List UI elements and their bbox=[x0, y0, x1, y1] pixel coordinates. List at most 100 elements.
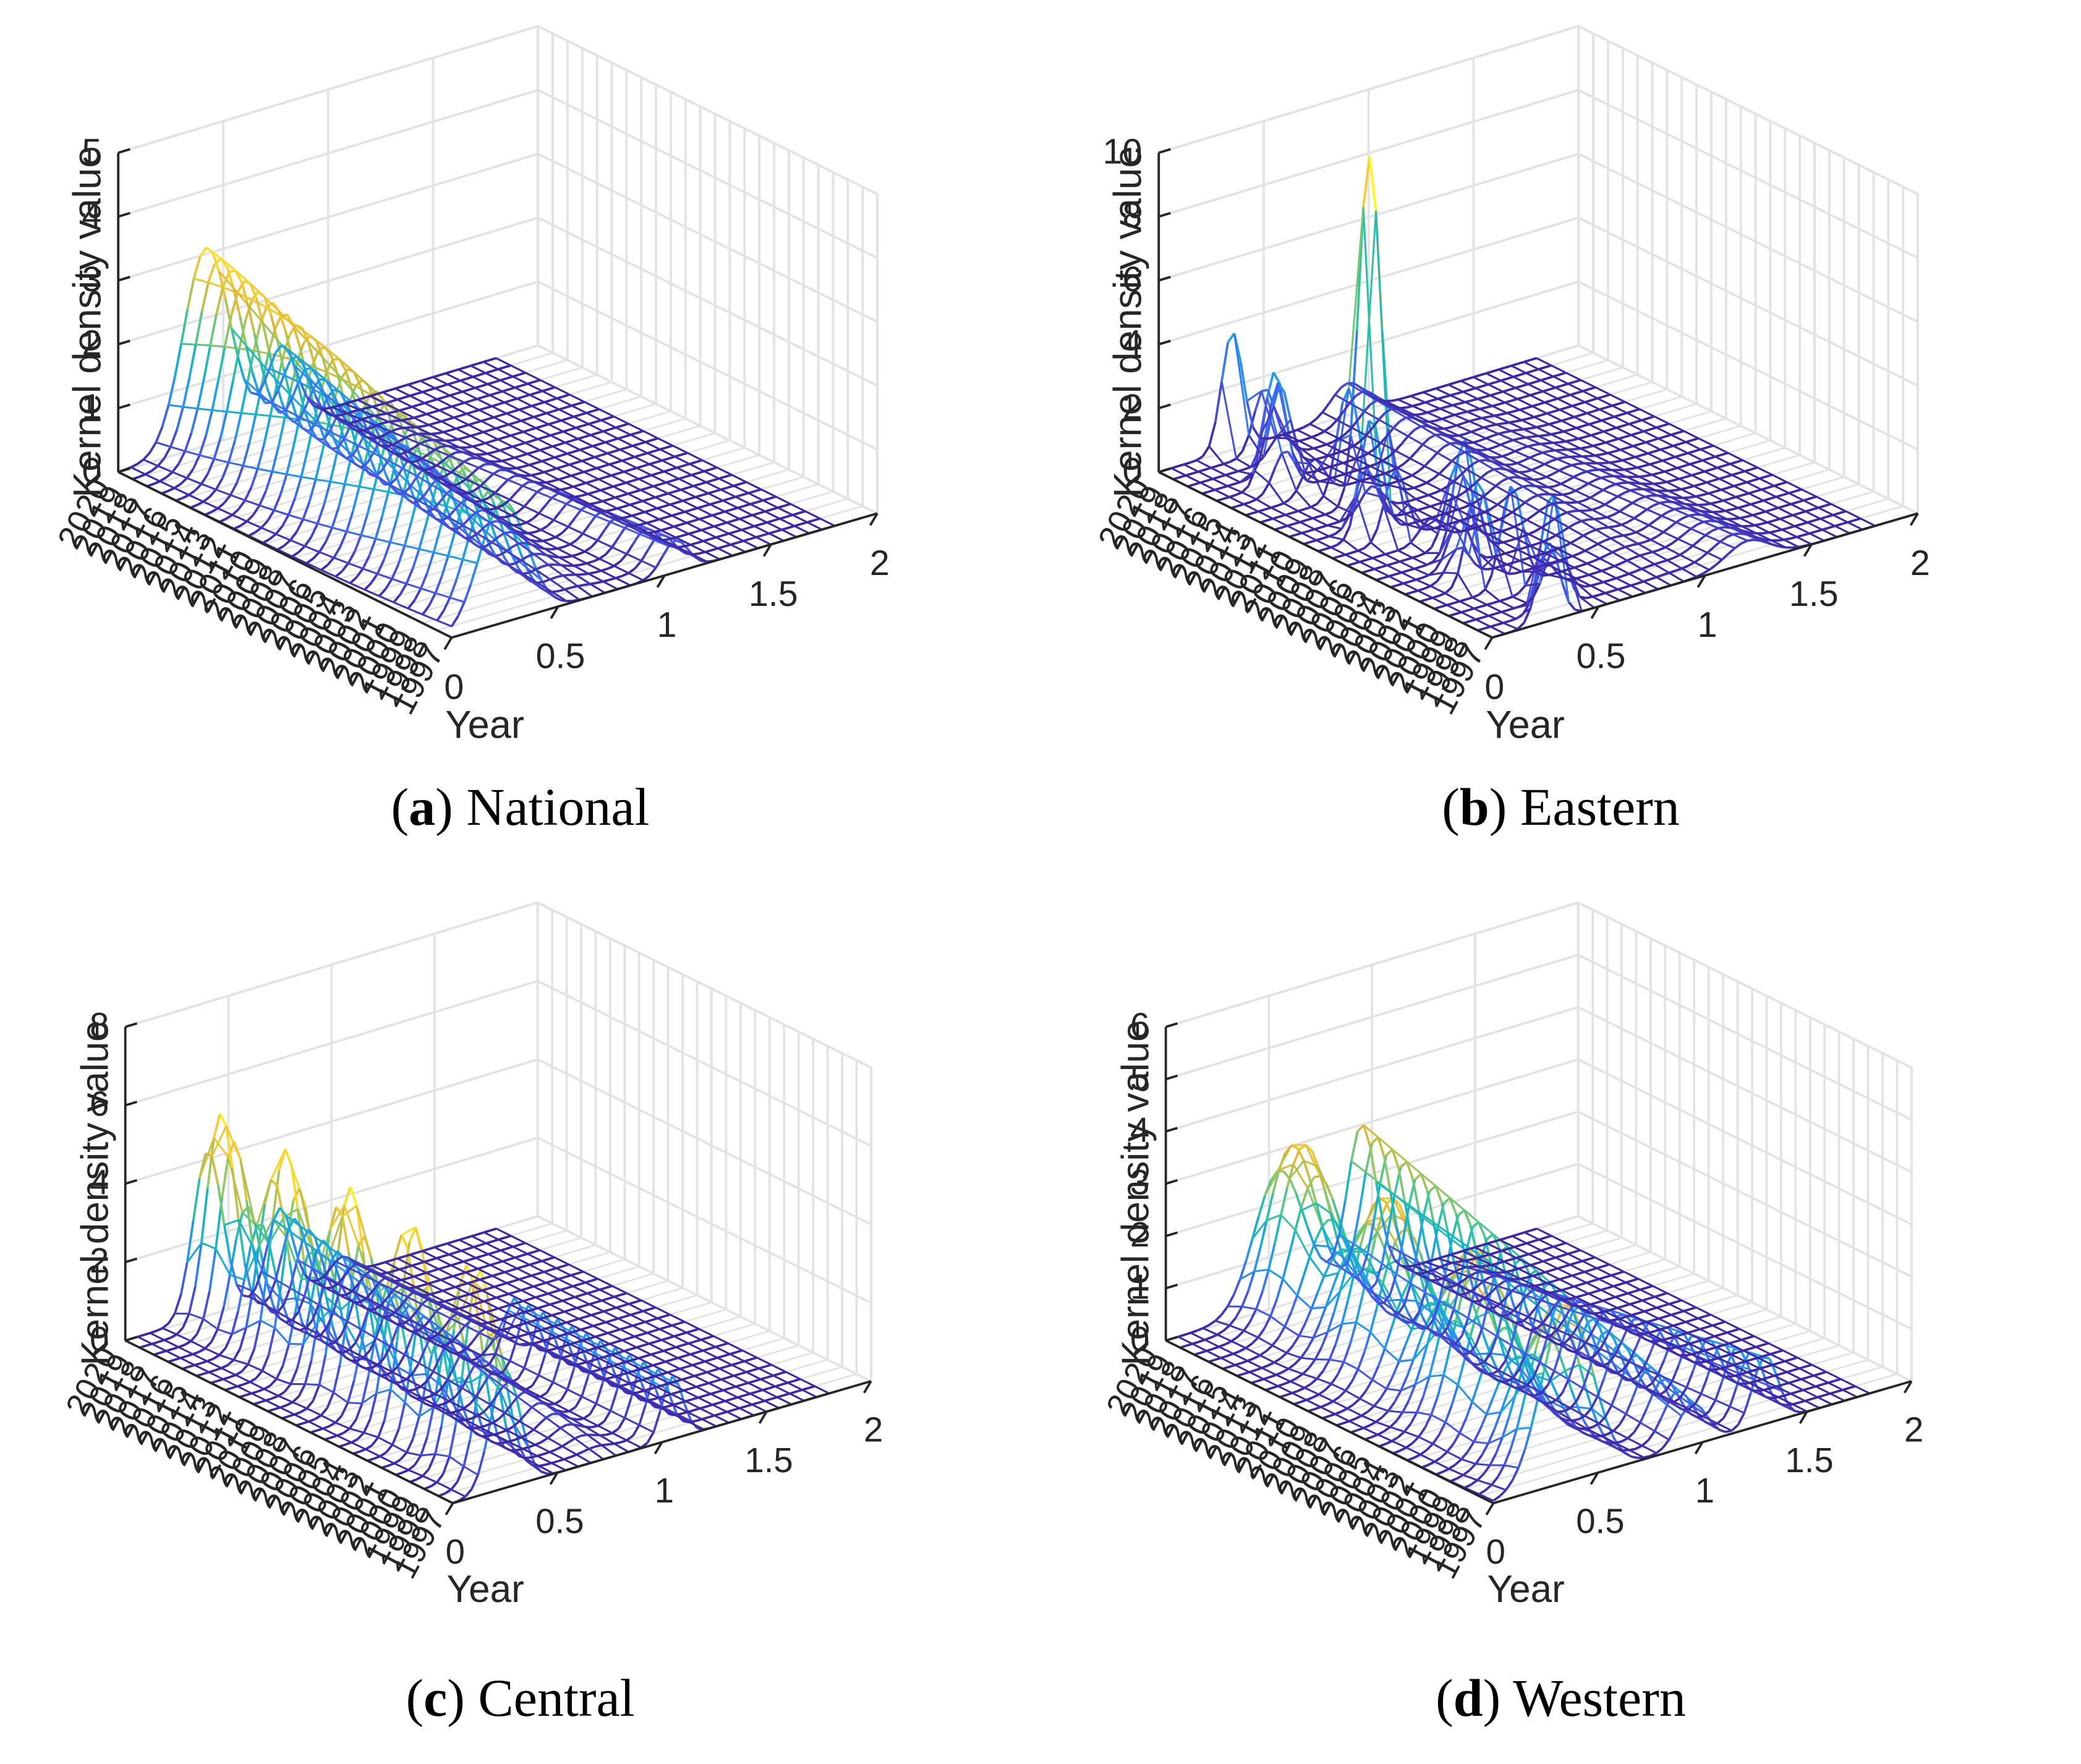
surface-line bbox=[1659, 502, 1675, 511]
surface-line bbox=[592, 445, 608, 454]
surface-line bbox=[598, 478, 614, 488]
surface-line bbox=[1332, 437, 1340, 443]
surface-line bbox=[588, 573, 604, 582]
surface-line bbox=[428, 424, 444, 433]
surface-line bbox=[405, 568, 414, 584]
surface-line bbox=[675, 1414, 690, 1423]
surface-line bbox=[799, 1378, 815, 1387]
surface-line bbox=[1377, 487, 1394, 516]
surface-line bbox=[610, 521, 626, 529]
surface-line bbox=[1474, 477, 1482, 485]
surface-line bbox=[1373, 442, 1382, 450]
surface-line bbox=[1456, 424, 1472, 433]
surface-line bbox=[475, 511, 491, 524]
surface-line bbox=[520, 1433, 528, 1439]
surface-line bbox=[1656, 576, 1672, 587]
surface-line bbox=[331, 390, 340, 406]
surface-line bbox=[195, 343, 211, 347]
surface-line bbox=[1338, 433, 1347, 440]
surface-line bbox=[1476, 452, 1492, 462]
surface-line bbox=[1721, 553, 1729, 561]
surface-line bbox=[251, 372, 260, 393]
surface-line bbox=[224, 297, 233, 329]
surface-line bbox=[1513, 526, 1530, 535]
surface-line bbox=[336, 417, 352, 428]
surface-line bbox=[619, 553, 628, 563]
surface-line bbox=[1717, 467, 1733, 476]
surface-line bbox=[1302, 456, 1319, 472]
surface-line bbox=[1567, 448, 1583, 458]
surface-line bbox=[457, 601, 466, 617]
surface-line bbox=[498, 1389, 508, 1426]
surface-line bbox=[453, 485, 469, 494]
surface-line bbox=[1562, 493, 1578, 503]
surface-line bbox=[372, 406, 388, 415]
surface-line bbox=[180, 309, 189, 344]
surface-line bbox=[1412, 405, 1428, 414]
surface-line bbox=[1300, 521, 1315, 530]
surface-line bbox=[1394, 443, 1403, 452]
surface-line bbox=[1285, 514, 1301, 523]
surface-line bbox=[362, 555, 370, 569]
surface-line bbox=[1208, 445, 1225, 465]
surface-line bbox=[1626, 475, 1642, 485]
surface-line bbox=[576, 1454, 592, 1464]
surface-line bbox=[1303, 422, 1311, 428]
surface-line bbox=[188, 344, 197, 378]
surface-line bbox=[339, 391, 356, 406]
surface-line bbox=[251, 299, 267, 309]
surface-line bbox=[1590, 584, 1606, 594]
surface-line bbox=[1416, 391, 1424, 396]
surface-line bbox=[407, 383, 423, 393]
surface-line bbox=[1424, 546, 1432, 554]
surface-line bbox=[474, 453, 490, 462]
surface-line bbox=[1403, 458, 1411, 465]
surface-line bbox=[1477, 398, 1493, 407]
surface-line bbox=[409, 475, 419, 487]
surface-line bbox=[1667, 559, 1683, 569]
surface-line bbox=[1227, 333, 1236, 343]
surface-line bbox=[1596, 488, 1604, 495]
surface-line bbox=[1445, 494, 1454, 533]
surface-line bbox=[1510, 365, 1527, 374]
surface-line bbox=[1519, 409, 1535, 418]
surface-line bbox=[558, 479, 574, 488]
surface-line bbox=[1486, 372, 1502, 381]
surface-line bbox=[647, 539, 655, 552]
z-tick bbox=[1158, 276, 1171, 282]
surface-line bbox=[360, 466, 376, 477]
surface-line bbox=[1573, 476, 1589, 485]
surface-line bbox=[347, 450, 364, 465]
surface-line bbox=[145, 473, 161, 482]
surface-line bbox=[1447, 480, 1455, 488]
surface-line bbox=[347, 551, 356, 564]
surface-line bbox=[456, 524, 464, 530]
surface-line bbox=[1460, 380, 1476, 390]
surface-line bbox=[529, 539, 545, 550]
surface-line bbox=[689, 1421, 705, 1431]
surface-line bbox=[447, 532, 456, 556]
surface-line bbox=[1570, 394, 1586, 403]
surface-line bbox=[1692, 539, 1700, 547]
surface-line bbox=[566, 453, 582, 462]
surface-line bbox=[529, 394, 545, 403]
surface-line bbox=[1561, 420, 1577, 429]
surface-line bbox=[511, 514, 527, 524]
surface-line bbox=[1198, 471, 1214, 480]
surface-line bbox=[1585, 546, 1593, 552]
surface-line bbox=[1406, 523, 1422, 530]
surface-line bbox=[1432, 516, 1447, 526]
surface-line bbox=[435, 518, 451, 529]
surface-line bbox=[435, 387, 451, 396]
surface-line bbox=[407, 446, 415, 453]
surface-line bbox=[1595, 529, 1611, 540]
surface-line bbox=[455, 427, 471, 437]
surface-line bbox=[1364, 485, 1372, 493]
surface-line bbox=[1662, 459, 1678, 469]
surface-line bbox=[1572, 555, 1588, 565]
surface-line bbox=[1465, 596, 1473, 601]
gridline-z bbox=[537, 88, 878, 259]
surface-line bbox=[269, 367, 284, 377]
surface-line bbox=[279, 474, 288, 496]
surface-line bbox=[556, 547, 572, 557]
